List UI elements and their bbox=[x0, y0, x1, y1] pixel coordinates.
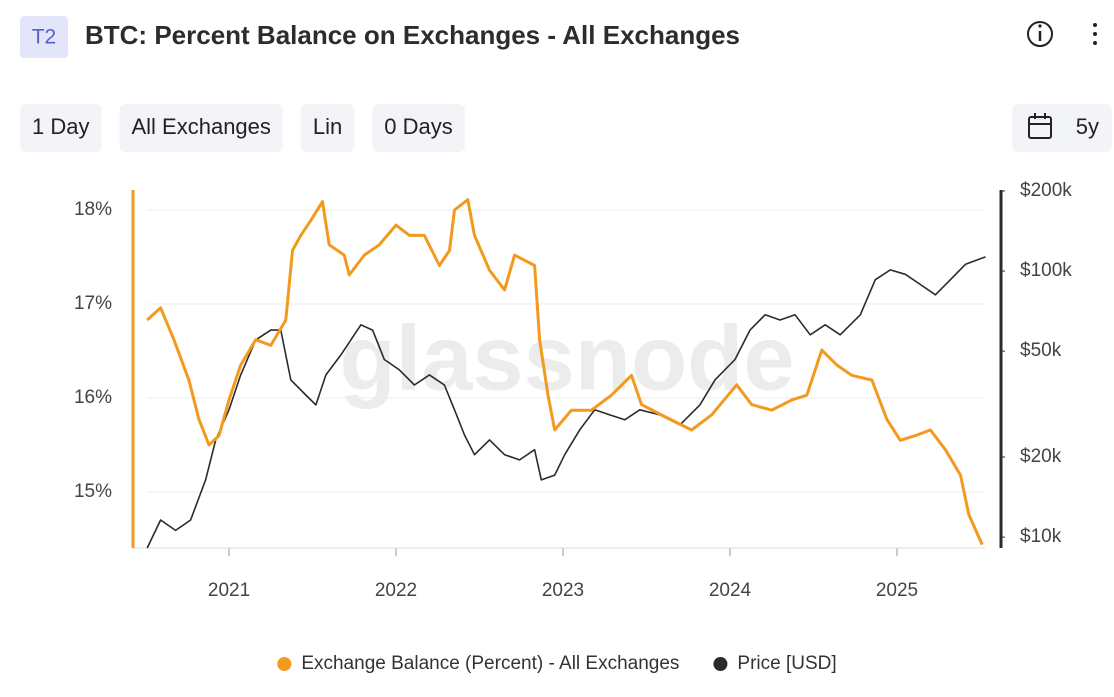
x-tick-label: 2024 bbox=[709, 580, 752, 601]
watermark: glassnode bbox=[339, 307, 794, 409]
button-label: 0 Days bbox=[384, 114, 452, 139]
control-button[interactable]: Lin bbox=[300, 104, 355, 152]
y2-tick-label: $10k bbox=[1020, 526, 1062, 547]
y2-tick-label: $20k bbox=[1020, 446, 1062, 467]
x-tick-label: 2023 bbox=[542, 580, 584, 601]
chart-title: BTC: Percent Balance on Exchanges - All … bbox=[85, 20, 740, 50]
menu-icon[interactable] bbox=[1093, 23, 1097, 45]
series-line bbox=[146, 256, 986, 549]
legend-label: Exchange Balance (Percent) - All Exchang… bbox=[301, 653, 679, 674]
y-tick-label: 17% bbox=[74, 293, 112, 314]
button-bg bbox=[20, 104, 102, 152]
x-tick-label: 2025 bbox=[876, 580, 918, 601]
y-tick-label: 18% bbox=[74, 199, 112, 220]
button-bg bbox=[372, 104, 465, 152]
control-button[interactable]: All Exchanges bbox=[119, 104, 283, 152]
x-tick-label: 2021 bbox=[208, 580, 250, 601]
y2-tick-label: $100k bbox=[1020, 260, 1072, 281]
badge: T2 bbox=[32, 26, 57, 49]
range-label: 5y bbox=[1076, 114, 1099, 139]
calendar-icon bbox=[1028, 113, 1052, 139]
y-tick-label: 16% bbox=[74, 387, 112, 408]
control-button[interactable]: 1 Day bbox=[20, 104, 102, 152]
legend-item[interactable]: Price [USD] bbox=[713, 653, 837, 674]
legend-marker bbox=[713, 657, 728, 671]
x-tick-label: 2022 bbox=[375, 580, 417, 601]
legend-label: Price [USD] bbox=[737, 653, 836, 674]
button-label: All Exchanges bbox=[131, 114, 270, 139]
button-label: Lin bbox=[313, 114, 342, 139]
info-icon[interactable] bbox=[1027, 21, 1053, 47]
legend: Exchange Balance (Percent) - All Exchang… bbox=[277, 653, 837, 674]
y2-tick-label: $200k bbox=[1020, 180, 1072, 201]
button-bg bbox=[119, 104, 283, 152]
y-tick-label: 15% bbox=[74, 481, 112, 502]
legend-marker bbox=[277, 657, 292, 671]
control-button[interactable]: 0 Days bbox=[372, 104, 465, 152]
y2-tick-label: $50k bbox=[1020, 340, 1062, 361]
button-label: 1 Day bbox=[32, 114, 89, 139]
badge-bg bbox=[20, 16, 68, 58]
series-line bbox=[146, 198, 984, 546]
button-bg bbox=[300, 104, 355, 152]
legend-item[interactable]: Exchange Balance (Percent) - All Exchang… bbox=[277, 653, 679, 674]
